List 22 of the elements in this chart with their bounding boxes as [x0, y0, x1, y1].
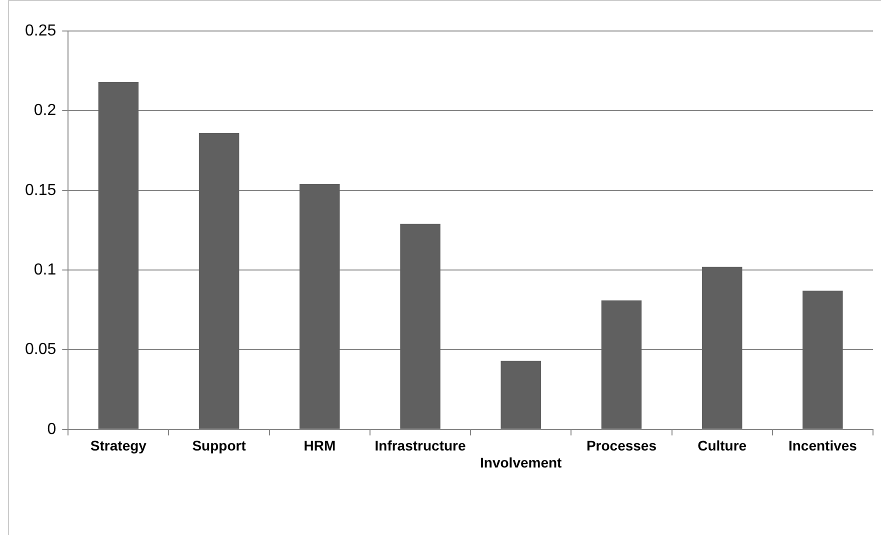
bar: [500, 360, 541, 429]
bar: [702, 266, 742, 429]
bar: [601, 300, 642, 429]
bar: [198, 132, 240, 429]
x-tick-label: Strategy: [90, 438, 147, 454]
x-tick-label: HRM: [304, 438, 336, 454]
bar: [400, 224, 440, 429]
y-tick-label: 0.05: [25, 341, 56, 358]
y-tick-label: 0.2: [34, 102, 56, 120]
x-tick-label: Involvement: [480, 454, 562, 470]
x-tick-label: Processes: [586, 438, 657, 454]
bar: [300, 184, 340, 429]
x-tick-label: Infrastructure: [374, 438, 466, 454]
y-tick-label: 0.15: [25, 182, 56, 199]
x-tick-label: Incentives: [788, 438, 858, 454]
bar: [98, 82, 139, 429]
y-tick-label: 0.25: [25, 22, 56, 40]
y-tick-label: 0.1: [34, 261, 56, 278]
x-tick-label: Support: [192, 438, 246, 454]
y-tick-label: 0: [47, 420, 56, 438]
bar: [802, 290, 843, 429]
x-tick-label: Culture: [698, 438, 747, 454]
